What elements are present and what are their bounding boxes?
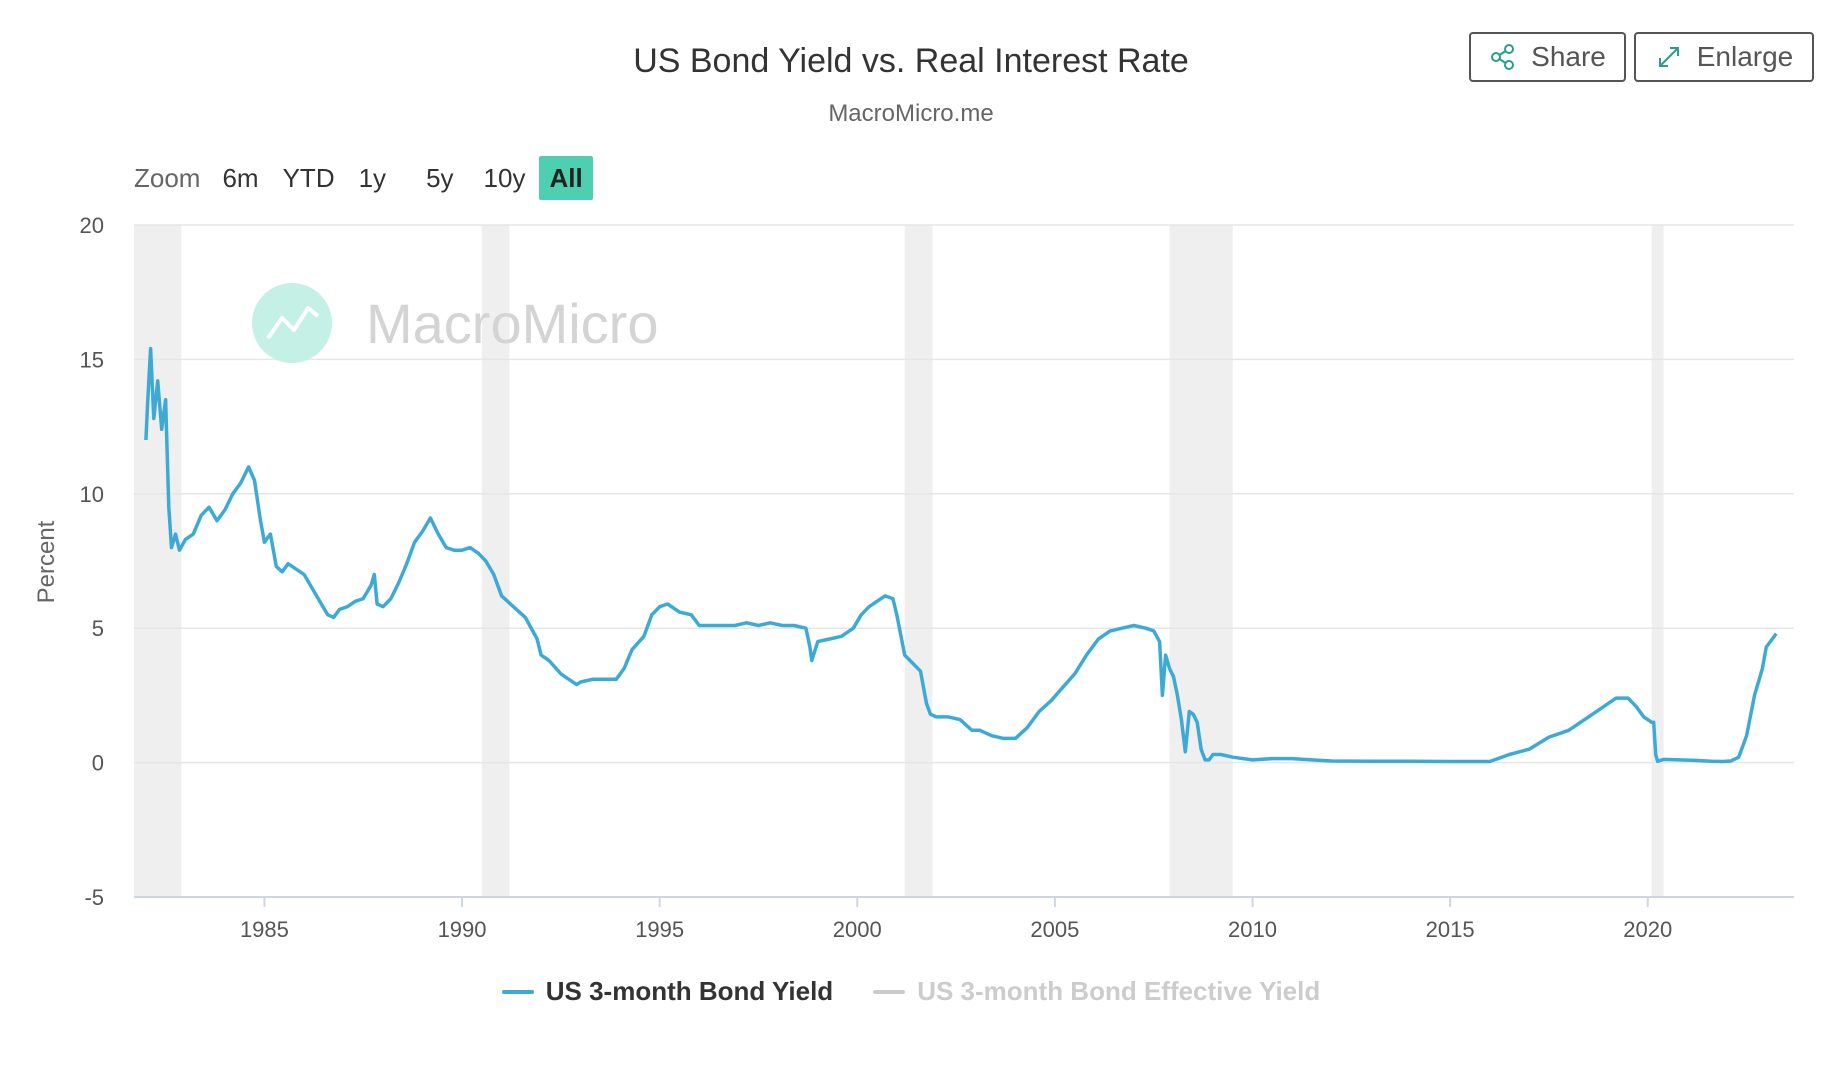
chart-title: US Bond Yield vs. Real Interest Rate bbox=[633, 42, 1189, 80]
legend-item-effective-yield[interactable]: US 3-month Bond Effective Yield bbox=[873, 976, 1320, 1007]
share-icon bbox=[1491, 44, 1515, 70]
x-tick-label: 2015 bbox=[1426, 917, 1475, 942]
range-5y-button[interactable]: 5y bbox=[426, 163, 454, 193]
enlarge-button[interactable]: Enlarge bbox=[1634, 32, 1814, 82]
range-selector: Zoom 6m YTD 1y 5y 10y All bbox=[134, 156, 597, 200]
y-axis-title: Percent bbox=[33, 520, 60, 603]
legend-swatch bbox=[873, 989, 906, 994]
expand-icon bbox=[1658, 47, 1679, 67]
enlarge-label: Enlarge bbox=[1696, 41, 1794, 72]
legend: US 3-month Bond Yield US 3-month Bond Ef… bbox=[0, 976, 1822, 1007]
legend-label: US 3-month Bond Effective Yield bbox=[917, 976, 1321, 1006]
legend-swatch bbox=[501, 989, 534, 994]
x-tick-label: 2020 bbox=[1623, 917, 1672, 942]
x-tick-label: 2005 bbox=[1030, 917, 1079, 942]
y-tick-label: 0 bbox=[92, 751, 104, 776]
recession-band bbox=[1651, 225, 1664, 897]
series-line-us-3-month-bond-yield bbox=[144, 346, 1778, 764]
range-1y-button[interactable]: 1y bbox=[358, 163, 387, 193]
range-10y-button[interactable]: 10y bbox=[483, 163, 526, 193]
y-tick-label: 15 bbox=[80, 347, 104, 372]
share-label: Share bbox=[1531, 41, 1606, 72]
y-tick-label: 5 bbox=[92, 616, 104, 641]
watermark: MacroMicro bbox=[252, 283, 658, 363]
recession-band bbox=[1169, 225, 1233, 897]
range-6m-button[interactable]: 6m bbox=[222, 163, 259, 193]
range-all-button[interactable]: All bbox=[539, 156, 593, 200]
y-tick-label: 10 bbox=[80, 482, 104, 507]
range-ytd-button[interactable]: YTD bbox=[282, 163, 335, 193]
x-tick-label: 1985 bbox=[240, 917, 289, 942]
x-tick-label: 2000 bbox=[833, 917, 882, 942]
recession-band bbox=[904, 225, 933, 897]
legend-item-bond-yield[interactable]: US 3-month Bond Yield bbox=[501, 976, 834, 1007]
y-tick-label: 20 bbox=[80, 213, 104, 238]
watermark-text: MacroMicro bbox=[366, 292, 658, 355]
share-button[interactable]: Share bbox=[1469, 32, 1626, 82]
x-tick-label: 1995 bbox=[635, 917, 684, 942]
zoom-label: Zoom bbox=[134, 162, 201, 193]
watermark-logo-icon bbox=[252, 283, 332, 363]
y-tick-label: -5 bbox=[84, 885, 104, 910]
x-tick-label: 2010 bbox=[1228, 917, 1277, 942]
recession-band bbox=[134, 225, 182, 897]
x-tick-label: 1990 bbox=[438, 917, 487, 942]
chart-subtitle: MacroMicro.me bbox=[828, 100, 994, 127]
legend-label: US 3-month Bond Yield bbox=[545, 976, 834, 1006]
